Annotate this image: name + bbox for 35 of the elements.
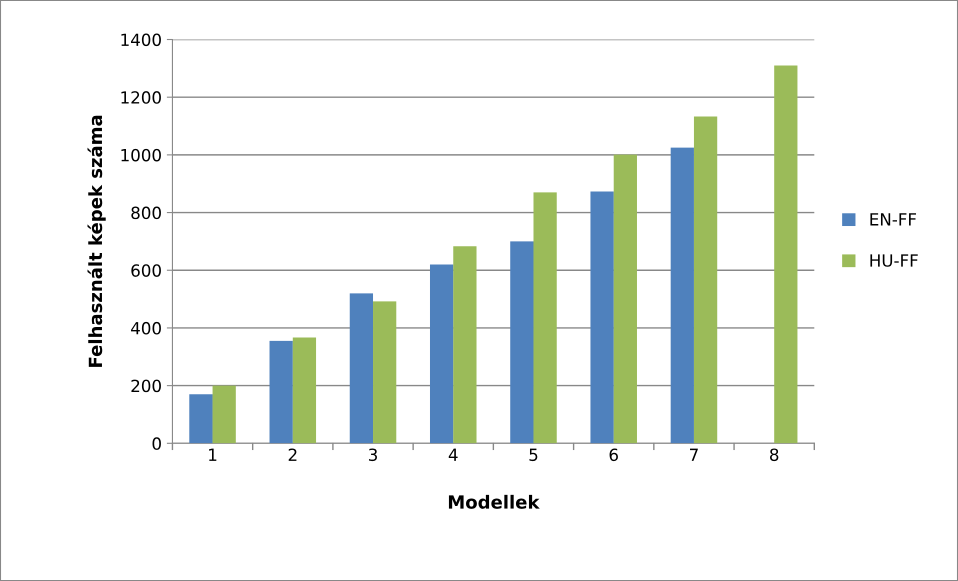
bar [292, 337, 316, 444]
bar [189, 394, 213, 444]
y-tick-label: 400 [131, 322, 161, 334]
y-tick-label: 1400 [121, 33, 161, 46]
x-tick-label: 4 [448, 448, 458, 461]
bar [350, 293, 374, 444]
x-tick-label: 3 [368, 448, 377, 462]
y-tick-label: 600 [131, 264, 161, 277]
bar [270, 340, 293, 444]
bar [694, 116, 718, 444]
x-tick-label: 7 [690, 448, 698, 461]
legend-label: HU-FF [870, 254, 918, 267]
x-tick-label: 1 [209, 448, 216, 461]
x-tick-label: 6 [610, 448, 618, 462]
bar [590, 192, 614, 444]
y-axis-title: Felhasznált képek száma [88, 116, 106, 367]
bar [510, 241, 534, 444]
bar [774, 65, 798, 444]
x-axis-title: Modellek [448, 494, 540, 509]
y-tick-label: 200 [131, 380, 161, 392]
x-tick-label: 8 [770, 448, 778, 462]
x-tick-label: 5 [529, 448, 538, 462]
bar [670, 148, 694, 444]
bar [373, 301, 396, 444]
bar [614, 154, 637, 444]
y-tick-label: 1200 [121, 91, 161, 104]
y-tick-label: 0 [152, 437, 161, 450]
bar [212, 386, 236, 444]
y-tick-label: 1000 [121, 148, 161, 162]
x-tick-label: 2 [288, 448, 296, 461]
bar [533, 192, 557, 444]
y-tick-label: 800 [131, 206, 161, 220]
bar [430, 264, 454, 444]
legend-label: EN-FF [870, 213, 916, 226]
bar [453, 246, 477, 444]
